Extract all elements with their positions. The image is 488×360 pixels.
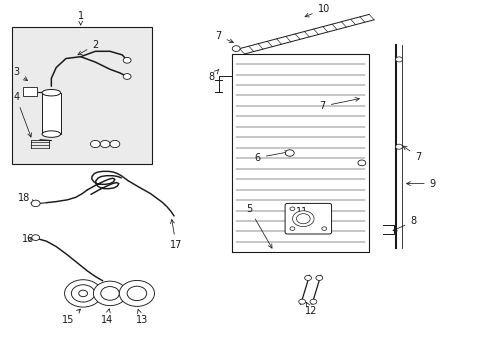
Text: 14: 14 [100,309,113,325]
Text: 7: 7 [215,31,233,43]
Circle shape [64,280,102,307]
Circle shape [298,299,305,304]
Circle shape [123,73,131,79]
Text: 8: 8 [208,69,219,82]
Circle shape [119,280,154,306]
FancyBboxPatch shape [23,87,37,96]
Circle shape [309,299,316,304]
Circle shape [292,211,313,227]
Text: 17: 17 [169,220,182,250]
Circle shape [357,160,365,166]
Circle shape [285,150,294,156]
Text: 9: 9 [406,179,435,189]
Circle shape [110,140,120,148]
Ellipse shape [42,89,61,96]
Text: 1: 1 [78,11,83,25]
Text: 8: 8 [392,216,415,231]
Text: 16: 16 [22,234,35,244]
Circle shape [127,286,146,301]
Circle shape [296,214,309,224]
Circle shape [123,57,131,63]
Text: 15: 15 [62,309,81,325]
Text: 11: 11 [295,207,308,217]
Circle shape [289,227,294,230]
Circle shape [395,57,402,62]
FancyBboxPatch shape [285,203,331,234]
Text: 18: 18 [18,193,35,203]
Bar [42,93,61,134]
Circle shape [79,290,87,297]
Text: 4: 4 [13,92,31,137]
Ellipse shape [42,131,61,137]
Text: 10: 10 [305,4,329,17]
Text: 13: 13 [135,309,148,325]
Circle shape [71,285,95,302]
Circle shape [321,227,326,230]
Circle shape [289,207,294,211]
Circle shape [90,140,100,148]
Text: 5: 5 [246,204,271,248]
Text: 6: 6 [254,151,288,163]
Circle shape [32,235,40,240]
Circle shape [93,281,126,306]
Circle shape [101,287,119,300]
Text: 3: 3 [13,67,27,81]
Circle shape [232,46,240,51]
Text: 7: 7 [402,146,420,162]
Text: 12: 12 [304,302,317,316]
Text: 2: 2 [78,40,98,55]
Circle shape [395,144,402,149]
Circle shape [315,275,322,280]
Text: 7: 7 [319,98,359,111]
Bar [12,27,151,164]
Circle shape [100,140,110,148]
Circle shape [31,200,40,207]
Circle shape [304,275,311,280]
